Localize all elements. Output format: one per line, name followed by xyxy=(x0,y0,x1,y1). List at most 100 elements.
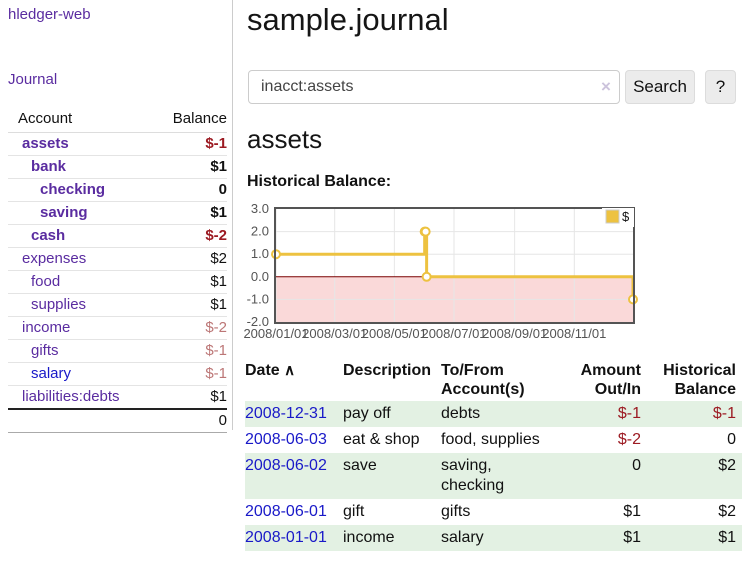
account-balance: $1 xyxy=(155,155,227,179)
account-balance: $-2 xyxy=(155,316,227,340)
transaction-date-link[interactable]: 2008-06-03 xyxy=(245,431,327,448)
account-row: expenses $2 xyxy=(8,247,227,271)
page-title: sample.journal xyxy=(247,2,449,37)
legend-swatch xyxy=(605,209,620,224)
transaction-description: eat & shop xyxy=(343,431,420,448)
x-tick-label: 2008/07/01 xyxy=(421,326,486,341)
search-button[interactable]: Search xyxy=(625,70,695,104)
account-row: liabilities:debts $1 xyxy=(8,385,227,409)
transaction-date-link[interactable]: 2008-06-02 xyxy=(245,457,327,474)
transaction-accounts: gifts xyxy=(441,503,471,520)
col-header-description: Description xyxy=(343,362,432,379)
account-row: assets $-1 xyxy=(8,132,227,156)
y-tick-label: 2.0 xyxy=(251,224,269,239)
account-link-food[interactable]: food xyxy=(31,273,61,290)
account-balance: $-2 xyxy=(155,224,227,248)
account-balance: $1 xyxy=(155,293,227,317)
help-button[interactable]: ? xyxy=(705,70,736,104)
transaction-amount: $-2 xyxy=(617,431,641,448)
data-point-marker xyxy=(420,226,431,237)
transaction-date-link[interactable]: 2008-01-01 xyxy=(245,529,327,546)
account-link-gifts[interactable]: gifts xyxy=(31,342,59,359)
account-link-saving[interactable]: saving xyxy=(40,204,88,221)
x-tick-label: 2008/05/01 xyxy=(362,326,427,341)
x-tick-label: 2008/01/01 xyxy=(243,326,308,341)
register-row: 2008-06-03 eat & shop food, supplies $-2… xyxy=(245,427,742,453)
account-balance: $-1 xyxy=(155,132,227,156)
register-row: 2008-06-01 gift gifts $1 $2 xyxy=(245,499,742,525)
col-header-date[interactable]: Date ∧ xyxy=(245,362,296,379)
account-link-cash[interactable]: cash xyxy=(31,227,66,244)
account-balance: $-1 xyxy=(155,362,227,386)
register-row: 2008-01-01 income salary $1 $1 xyxy=(245,525,742,551)
account-link-bank[interactable]: bank xyxy=(31,158,67,175)
accounts-total-row: 0 xyxy=(8,408,227,433)
account-link-expenses[interactable]: expenses xyxy=(22,250,87,267)
account-balance: $2 xyxy=(155,247,227,271)
transaction-date-link[interactable]: 2008-12-31 xyxy=(245,405,327,422)
transaction-amount: $1 xyxy=(623,529,641,546)
transaction-description: save xyxy=(343,457,377,474)
col-header-accounts: To/From Account(s) xyxy=(441,362,525,398)
sort-ascending-icon: ∧ xyxy=(284,362,296,379)
clear-search-icon[interactable]: × xyxy=(601,77,611,96)
accounts-header-row: Account Balance xyxy=(8,106,227,133)
x-tick-label: 2008/11/01 xyxy=(542,326,606,341)
account-link-income[interactable]: income xyxy=(22,319,71,336)
account-row: income $-2 xyxy=(8,316,227,340)
register-header-row: Date ∧ Description To/From Account(s) Am… xyxy=(245,359,742,401)
x-tick-label: 2008/03/01 xyxy=(302,326,367,341)
register-row: 2008-06-02 save saving, checking 0 $2 xyxy=(245,453,742,499)
transaction-date-link[interactable]: 2008-06-01 xyxy=(245,503,327,520)
account-row: gifts $-1 xyxy=(8,339,227,363)
transaction-accounts: food, supplies xyxy=(441,431,540,448)
y-tick-label: 1.0 xyxy=(251,246,269,261)
transaction-description: gift xyxy=(343,503,365,520)
transaction-accounts: debts xyxy=(441,405,481,422)
register-row: 2008-12-31 pay off debts $-1 $-1 xyxy=(245,401,742,427)
account-row: supplies $1 xyxy=(8,293,227,317)
account-row: food $1 xyxy=(8,270,227,294)
accounts-total-value: 0 xyxy=(155,408,227,433)
chart-label: Historical Balance: xyxy=(247,173,392,190)
transaction-accounts: saving, checking xyxy=(441,457,505,494)
account-link-salary[interactable]: salary xyxy=(31,365,72,382)
y-tick-label: -1.0 xyxy=(247,291,269,306)
historical-balance-chart: $3.0 2.0 1.0 0.0 -1.0 -2.02008/01/012008/03/0… xyxy=(243,202,638,341)
plot-border xyxy=(274,207,635,324)
account-heading: assets xyxy=(247,124,323,154)
account-link-supplies[interactable]: supplies xyxy=(31,296,87,313)
transaction-description: pay off xyxy=(343,405,391,422)
transaction-balance: $2 xyxy=(718,503,736,520)
transaction-accounts: salary xyxy=(441,529,484,546)
register-table: Date ∧ Description To/From Account(s) Am… xyxy=(245,359,742,551)
balance-col-header: Balance xyxy=(155,106,227,133)
account-row: checking 0 xyxy=(8,178,227,202)
accounts-balance-table: Account Balance assets $-1 bank $1 check… xyxy=(8,106,227,433)
data-point-marker xyxy=(421,271,432,282)
account-balance: $1 xyxy=(155,201,227,225)
transaction-amount: $-1 xyxy=(617,405,641,422)
y-tick-label: 0.0 xyxy=(251,269,269,284)
account-link-checking[interactable]: checking xyxy=(40,181,106,198)
account-row: saving $1 xyxy=(8,201,227,225)
account-balance: $1 xyxy=(155,385,227,409)
account-balance: $1 xyxy=(155,270,227,294)
account-link-assets[interactable]: assets xyxy=(22,135,69,152)
x-tick-label: 2008/09/01 xyxy=(482,326,547,341)
transaction-amount: $1 xyxy=(623,503,641,520)
app-title-link[interactable]: hledger-web xyxy=(8,6,91,23)
sidebar: hledger-web Journal Account Balance asse… xyxy=(0,0,233,433)
account-row: salary $-1 xyxy=(8,362,227,386)
transaction-amount: 0 xyxy=(632,457,641,474)
transaction-description: income xyxy=(343,529,395,546)
col-header-balance: Historical Balance xyxy=(663,362,736,398)
transaction-balance: $2 xyxy=(718,457,736,474)
sidebar-item-journal[interactable]: Journal xyxy=(8,71,58,88)
transaction-balance: 0 xyxy=(727,431,736,448)
account-row: cash $-2 xyxy=(8,224,227,248)
search-input[interactable] xyxy=(248,70,620,104)
legend-label: $ xyxy=(622,209,630,224)
transaction-balance: $1 xyxy=(718,529,736,546)
account-link-liabilities-debts[interactable]: liabilities:debts xyxy=(22,388,120,405)
